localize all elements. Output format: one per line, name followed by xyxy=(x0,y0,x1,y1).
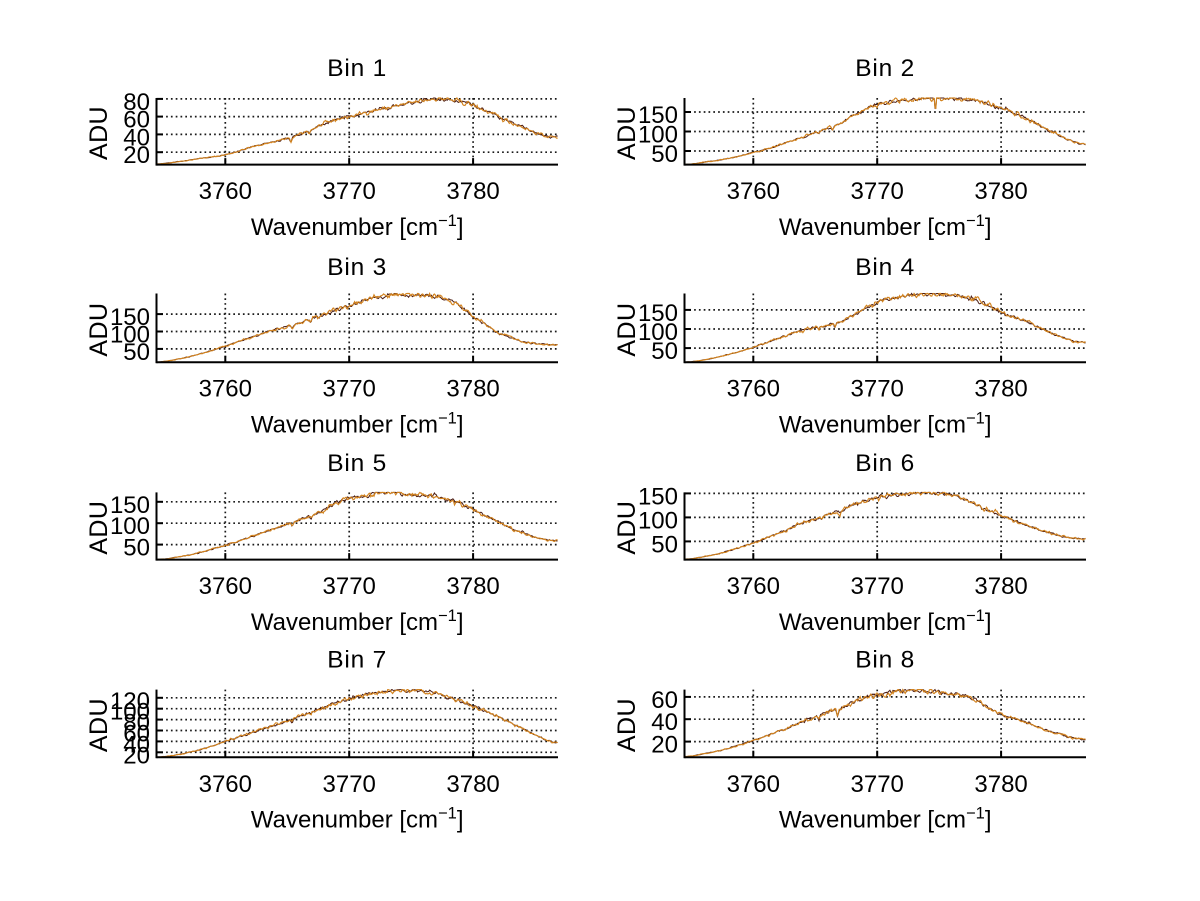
svg-text:150: 150 xyxy=(110,492,150,519)
svg-text:3780: 3780 xyxy=(974,178,1027,205)
svg-text:3770: 3770 xyxy=(323,771,376,798)
svg-text:3770: 3770 xyxy=(323,376,376,403)
svg-text:3770: 3770 xyxy=(323,178,376,205)
svg-text:Bin 3: Bin 3 xyxy=(327,254,387,281)
svg-text:50: 50 xyxy=(651,338,678,365)
svg-text:Wavenumber [cm−1]: Wavenumber [cm−1] xyxy=(251,410,464,439)
svg-text:80: 80 xyxy=(123,710,150,737)
svg-text:40: 40 xyxy=(651,709,678,736)
svg-text:ADU: ADU xyxy=(85,106,113,160)
svg-text:3760: 3760 xyxy=(199,771,252,798)
svg-text:50: 50 xyxy=(123,339,150,366)
svg-text:Wavenumber [cm−1]: Wavenumber [cm−1] xyxy=(779,607,992,636)
svg-text:100: 100 xyxy=(638,507,678,534)
svg-text:60: 60 xyxy=(651,687,678,714)
svg-text:3770: 3770 xyxy=(851,573,904,600)
svg-text:Bin 4: Bin 4 xyxy=(855,254,915,281)
svg-text:Wavenumber [cm−1]: Wavenumber [cm−1] xyxy=(251,607,464,636)
svg-text:20: 20 xyxy=(123,742,150,769)
svg-text:3780: 3780 xyxy=(974,771,1027,798)
svg-text:Bin 8: Bin 8 xyxy=(855,647,915,674)
svg-text:3780: 3780 xyxy=(446,178,499,205)
svg-text:50: 50 xyxy=(651,141,678,168)
svg-text:50: 50 xyxy=(123,535,150,562)
svg-text:100: 100 xyxy=(110,513,150,540)
svg-text:3770: 3770 xyxy=(851,178,904,205)
svg-text:20: 20 xyxy=(651,732,678,759)
svg-text:3760: 3760 xyxy=(727,178,780,205)
svg-text:120: 120 xyxy=(110,688,150,715)
svg-text:100: 100 xyxy=(638,319,678,346)
svg-text:Wavenumber [cm−1]: Wavenumber [cm−1] xyxy=(251,212,464,241)
svg-text:3770: 3770 xyxy=(851,376,904,403)
svg-text:50: 50 xyxy=(651,531,678,558)
svg-text:ADU: ADU xyxy=(613,698,641,752)
svg-text:3780: 3780 xyxy=(974,573,1027,600)
svg-text:3780: 3780 xyxy=(974,376,1027,403)
svg-text:Bin 6: Bin 6 xyxy=(855,450,915,477)
svg-text:ADU: ADU xyxy=(85,698,113,752)
svg-text:100: 100 xyxy=(638,122,678,149)
svg-text:80: 80 xyxy=(123,89,150,116)
svg-text:150: 150 xyxy=(110,304,150,331)
svg-text:3760: 3760 xyxy=(727,376,780,403)
svg-text:60: 60 xyxy=(123,721,150,748)
svg-text:3780: 3780 xyxy=(446,376,499,403)
svg-text:Bin 1: Bin 1 xyxy=(327,55,387,82)
svg-text:60: 60 xyxy=(123,107,150,134)
svg-text:3760: 3760 xyxy=(199,178,252,205)
svg-text:ADU: ADU xyxy=(85,501,113,555)
svg-text:Wavenumber [cm−1]: Wavenumber [cm−1] xyxy=(779,410,992,439)
svg-text:3780: 3780 xyxy=(446,771,499,798)
svg-text:150: 150 xyxy=(638,300,678,327)
svg-text:3760: 3760 xyxy=(199,573,252,600)
svg-text:150: 150 xyxy=(638,483,678,510)
svg-text:3780: 3780 xyxy=(446,573,499,600)
svg-text:150: 150 xyxy=(638,102,678,129)
svg-text:20: 20 xyxy=(123,142,150,169)
svg-text:100: 100 xyxy=(110,322,150,349)
svg-text:3770: 3770 xyxy=(851,771,904,798)
svg-text:Bin 2: Bin 2 xyxy=(855,55,915,82)
svg-text:40: 40 xyxy=(123,124,150,151)
svg-text:3760: 3760 xyxy=(199,376,252,403)
svg-text:3760: 3760 xyxy=(727,771,780,798)
svg-text:40: 40 xyxy=(123,731,150,758)
svg-text:Bin 5: Bin 5 xyxy=(327,450,387,477)
svg-text:Wavenumber [cm−1]: Wavenumber [cm−1] xyxy=(779,805,992,834)
svg-text:Bin 7: Bin 7 xyxy=(327,647,387,674)
svg-text:ADU: ADU xyxy=(85,303,113,357)
svg-text:Wavenumber [cm−1]: Wavenumber [cm−1] xyxy=(251,805,464,834)
svg-text:3760: 3760 xyxy=(727,573,780,600)
svg-text:ADU: ADU xyxy=(613,106,641,160)
svg-text:Wavenumber [cm−1]: Wavenumber [cm−1] xyxy=(779,212,992,241)
svg-text:100: 100 xyxy=(110,699,150,726)
svg-text:ADU: ADU xyxy=(613,303,641,357)
svg-text:ADU: ADU xyxy=(613,501,641,555)
svg-text:3770: 3770 xyxy=(323,573,376,600)
